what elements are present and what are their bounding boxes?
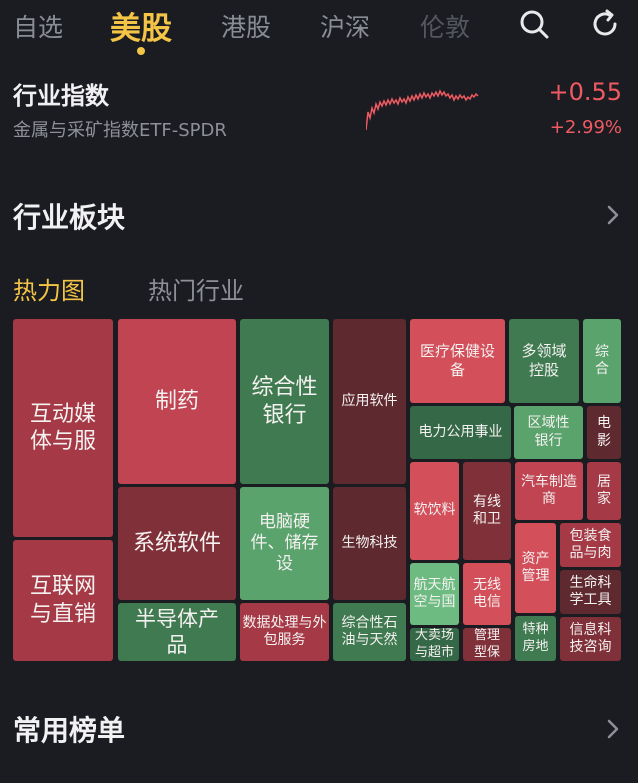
tab-watchlist[interactable]: 自选 [13,13,64,42]
tab-us-stocks-label: 美股 [110,11,172,47]
search-icon[interactable] [518,8,550,40]
heatmap-cell-label: 应用软件 [341,392,398,409]
heatmap-cell-label: 多领域控股 [521,342,567,379]
heatmap-cell-label: 生命科学工具 [569,574,612,609]
heatmap-cell-label: 区域性银行 [527,415,570,449]
heatmap-cell[interactable]: 管理型保 [463,628,511,661]
heatmap-cell-label: 居家 [597,473,611,508]
heatmap-cell-label: 特种房地 [522,622,549,654]
tab-hot-industries[interactable]: 热门行业 [148,277,244,305]
heatmap-cell-label: 无线电信 [473,576,501,611]
tab-us-stocks[interactable]: 美股 [110,3,172,55]
heatmap-cell[interactable]: 互动媒体与服 [13,319,113,537]
heatmap-cell[interactable]: 包装食品与肉 [560,523,621,567]
heatmap-cell[interactable]: 互联网与直销 [13,540,113,661]
tab-london[interactable]: 伦敦 [420,13,471,42]
heatmap-cell-label: 信息科技咨询 [569,621,612,656]
heatmap-cell[interactable]: 有线和卫 [463,462,511,560]
index-change: +0.55 [548,78,622,106]
heatmap-cell[interactable]: 资产管理 [515,523,556,613]
heatmap-cell-label: 电脑硬件、储存设 [250,511,319,575]
heatmap-cell-label: 系统软件 [132,530,221,556]
heatmap-cell[interactable]: 系统软件 [118,487,236,600]
market-tab-bar: 自选 美股 港股 沪深 伦敦 [0,0,638,58]
heatmap-cell-label: 有线和卫 [473,493,501,528]
heatmap-cell-label: 半导体产品 [135,606,219,657]
heatmap-cell[interactable]: 航天航空与国 [410,563,459,625]
heatmap-cell-label: 汽车制造商 [521,473,577,508]
heatmap-cell[interactable]: 信息科技咨询 [560,617,621,661]
tab-a-shares[interactable]: 沪深 [320,13,371,42]
heatmap-cell[interactable]: 居家 [587,462,621,520]
chevron-right-icon [607,719,619,739]
common-lists-title: 常用榜单 [13,714,126,747]
heatmap-cell-label: 软饮料 [413,502,456,519]
heatmap-cell[interactable]: 半导体产品 [118,603,236,661]
tab-heatmap[interactable]: 热力图 [13,277,85,305]
heatmap-cell[interactable]: 电脑硬件、储存设 [240,487,329,600]
heatmap-cell[interactable]: 电力公用事业 [410,406,511,459]
heatmap-cell-label: 生物科技 [341,534,398,551]
heatmap-cell[interactable]: 软饮料 [410,462,459,560]
index-subtitle: 金属与采矿指数ETF-SPDR [13,120,227,141]
heatmap-cell[interactable]: 应用软件 [333,319,406,484]
heatmap-cell-label: 包装食品与肉 [569,527,612,562]
tab-hk-stocks[interactable]: 港股 [221,13,272,42]
heatmap-cell[interactable]: 特种房地 [515,616,556,661]
chevron-right-icon [607,205,619,225]
index-sparkline [366,89,479,131]
heatmap-cell[interactable]: 数据处理与外包服务 [240,603,329,661]
heatmap-cell-label: 资产管理 [521,550,550,585]
heatmap-cell-label: 电力公用事业 [418,423,503,440]
refresh-icon[interactable] [589,8,621,40]
heatmap-cell[interactable]: 汽车制造商 [515,462,583,520]
heatmap-cell[interactable]: 电影 [587,406,621,459]
index-title: 行业指数 [13,82,109,110]
heatmap-cell[interactable]: 大卖场与超市 [410,628,459,661]
heatmap-cell-label: 综合性石油与天然 [341,614,398,649]
heatmap-cell-label: 医疗保健设备 [419,342,495,379]
heatmap-cell[interactable]: 制药 [118,319,236,484]
heatmap-cell-label: 电影 [597,415,611,449]
active-tab-dot [137,47,145,55]
heatmap-cell[interactable]: 生物科技 [333,487,406,600]
heatmap-cell[interactable]: 综合性银行 [240,319,329,484]
heatmap-cell-label: 大卖场与超市 [414,628,454,660]
heatmap-cell-label: 互动媒体与服 [29,401,96,455]
heatmap-cell[interactable]: 无线电信 [463,563,511,625]
heatmap-cell[interactable]: 医疗保健设备 [410,319,505,403]
index-change-percent: +2.99% [549,117,622,138]
heatmap-cell[interactable]: 生命科学工具 [560,570,621,614]
heatmap-cell-label: 综合 [595,343,609,378]
heatmap-cell-label: 综合性银行 [251,375,318,428]
heatmap-cell[interactable]: 综合 [583,319,621,403]
heatmap-cell-label: 制药 [154,388,199,414]
heatmap-cell[interactable]: 综合性石油与天然 [333,603,406,661]
heatmap-cell[interactable]: 区域性银行 [514,406,583,459]
industry-sector-title: 行业板块 [13,201,126,234]
heatmap-cell-label: 航天航空与国 [413,576,456,611]
heatmap-cell-label: 管理型保 [473,628,500,660]
heatmap-cell-label: 数据处理与外包服务 [242,614,327,649]
heatmap-cell[interactable]: 多领域控股 [509,319,579,403]
heatmap-cell-label: 互联网与直销 [29,574,96,627]
